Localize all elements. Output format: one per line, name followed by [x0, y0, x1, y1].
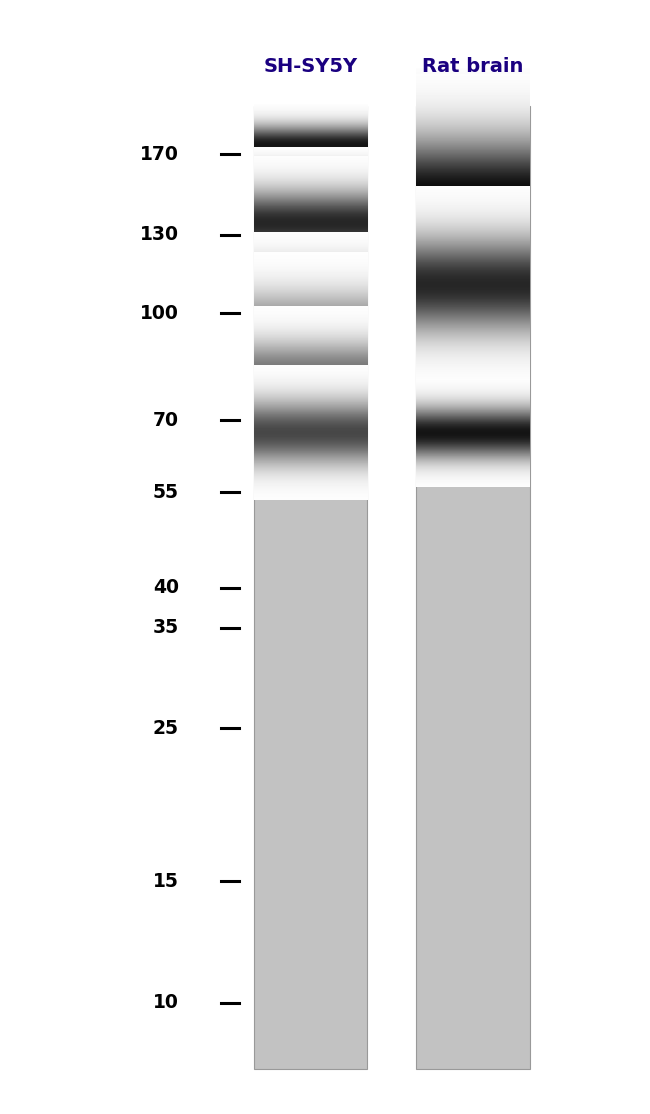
- Text: 70: 70: [153, 411, 179, 430]
- Bar: [416, 106, 530, 1069]
- Text: 40: 40: [153, 578, 179, 597]
- Text: 25: 25: [153, 719, 179, 737]
- Text: 10: 10: [153, 994, 179, 1013]
- Text: 15: 15: [153, 872, 179, 891]
- Bar: [254, 106, 367, 1069]
- Text: SH-SY5Y: SH-SY5Y: [263, 57, 358, 77]
- Text: 130: 130: [140, 225, 179, 244]
- Text: 100: 100: [140, 304, 179, 323]
- Text: 170: 170: [140, 145, 179, 164]
- Text: Rat brain: Rat brain: [422, 57, 523, 77]
- Text: 35: 35: [153, 618, 179, 637]
- Text: 55: 55: [153, 482, 179, 501]
